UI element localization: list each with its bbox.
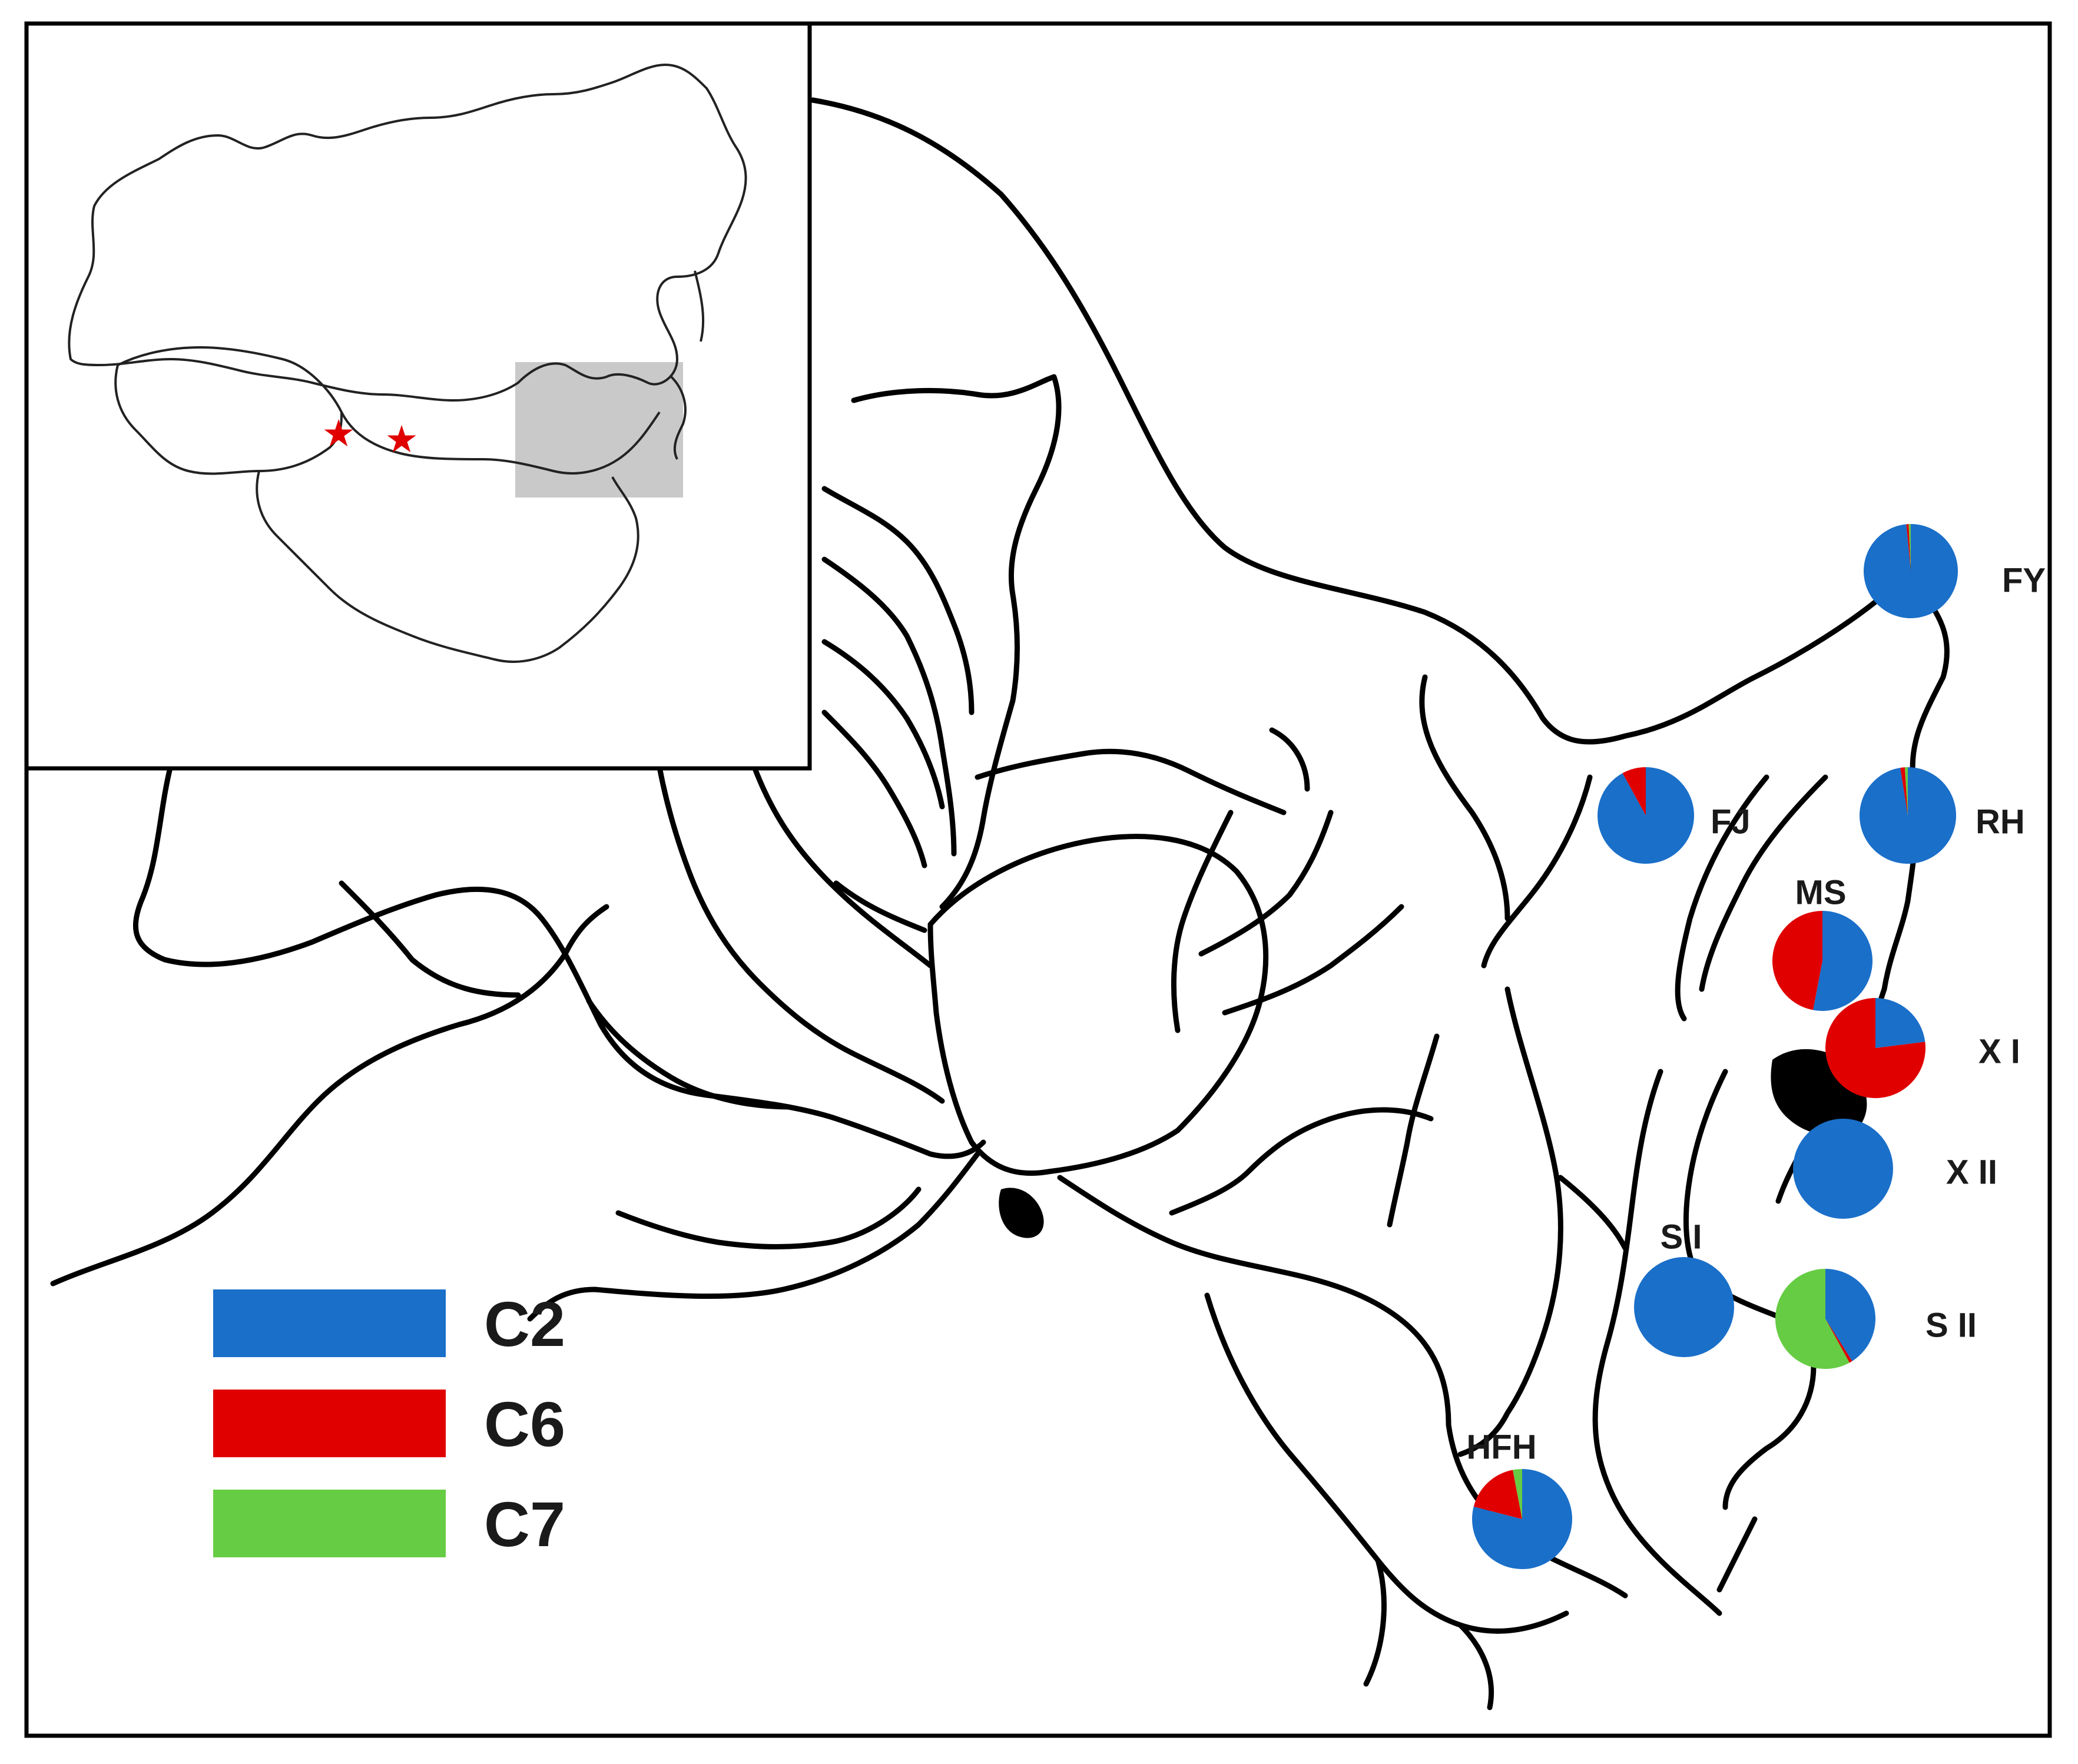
pie-slice-c7 (1904, 767, 1908, 815)
site-label: MS (1795, 873, 1847, 911)
inset-border-kazakhstan (114, 364, 343, 475)
pie-slice-c2 (1793, 1119, 1893, 1219)
pie-chart-fy: FY (1864, 524, 2046, 619)
site-label: X II (1946, 1153, 1997, 1191)
pie-slice-c2 (1813, 910, 1873, 1012)
inset-frame (24, 21, 812, 771)
pie-slice-c6 (1825, 1319, 1852, 1363)
legend-label-c6: C6 (484, 1388, 565, 1460)
site-label: X I (1978, 1032, 2020, 1070)
site-label: HFH (1466, 1428, 1536, 1466)
legend: C2 C6 C7 (213, 1288, 565, 1560)
pie-slice-c2 (1859, 767, 1956, 864)
site-label: FJ (1711, 803, 1751, 841)
legend-label-c2: C2 (484, 1288, 565, 1360)
sample-site-star-2: ★ (385, 418, 418, 462)
pie-slice-c7 (1908, 524, 1911, 571)
site-label: S II (1925, 1306, 1977, 1344)
pie-slice-c6 (1473, 1470, 1522, 1519)
site-pie-charts: FY FJ RH MS X I X II S I S II HFH (1466, 524, 2046, 1569)
legend-label-c7: C7 (484, 1488, 565, 1560)
pie-slice-c2 (1864, 524, 1958, 619)
pie-chart-hfh: HFH (1466, 1428, 1572, 1569)
site-label: FY (2002, 561, 2046, 599)
inset-border-japan (670, 376, 687, 460)
site-label: S I (1661, 1218, 1702, 1256)
pie-slice-c6 (1772, 911, 1822, 1010)
pie-chart-s-ii: S II (1775, 1269, 1977, 1369)
pie-slice-c6 (1906, 524, 1911, 571)
inset-border-central-asia (117, 346, 661, 475)
inset-border-sakhalin (694, 270, 705, 342)
lake-west (999, 1188, 1044, 1238)
sample-site-star-1: ★ (322, 412, 355, 456)
legend-swatch-c6 (213, 1390, 446, 1457)
inset-border-russia (68, 64, 747, 402)
pie-slice-c2 (1634, 1257, 1734, 1357)
pie-slice-c6 (1900, 767, 1908, 815)
pie-chart-x-i: X I (1825, 998, 2020, 1098)
pie-slice-c7 (1513, 1469, 1522, 1519)
pie-slice-c7 (1775, 1269, 1850, 1369)
inset-map: ★ ★ (24, 21, 812, 771)
pie-slice-c6 (1825, 998, 1926, 1098)
river-network (50, 97, 1950, 1710)
site-label: RH (1976, 803, 2025, 841)
pie-chart-fj: FJ (1598, 767, 1751, 864)
legend-swatch-c2 (213, 1289, 446, 1357)
pie-slice-c6 (1622, 767, 1646, 815)
pie-chart-x-ii: X II (1793, 1119, 1997, 1219)
study-area-highlight (515, 362, 683, 498)
pie-chart-ms: MS (1772, 873, 1873, 1012)
pie-slice-c2 (1825, 1269, 1875, 1361)
pie-chart-rh: RH (1859, 767, 2025, 864)
legend-swatch-c7 (213, 1490, 446, 1557)
pie-chart-s-i: S I (1634, 1218, 1734, 1357)
inset-border-china (256, 470, 639, 663)
pie-slice-c2 (1875, 998, 1925, 1048)
